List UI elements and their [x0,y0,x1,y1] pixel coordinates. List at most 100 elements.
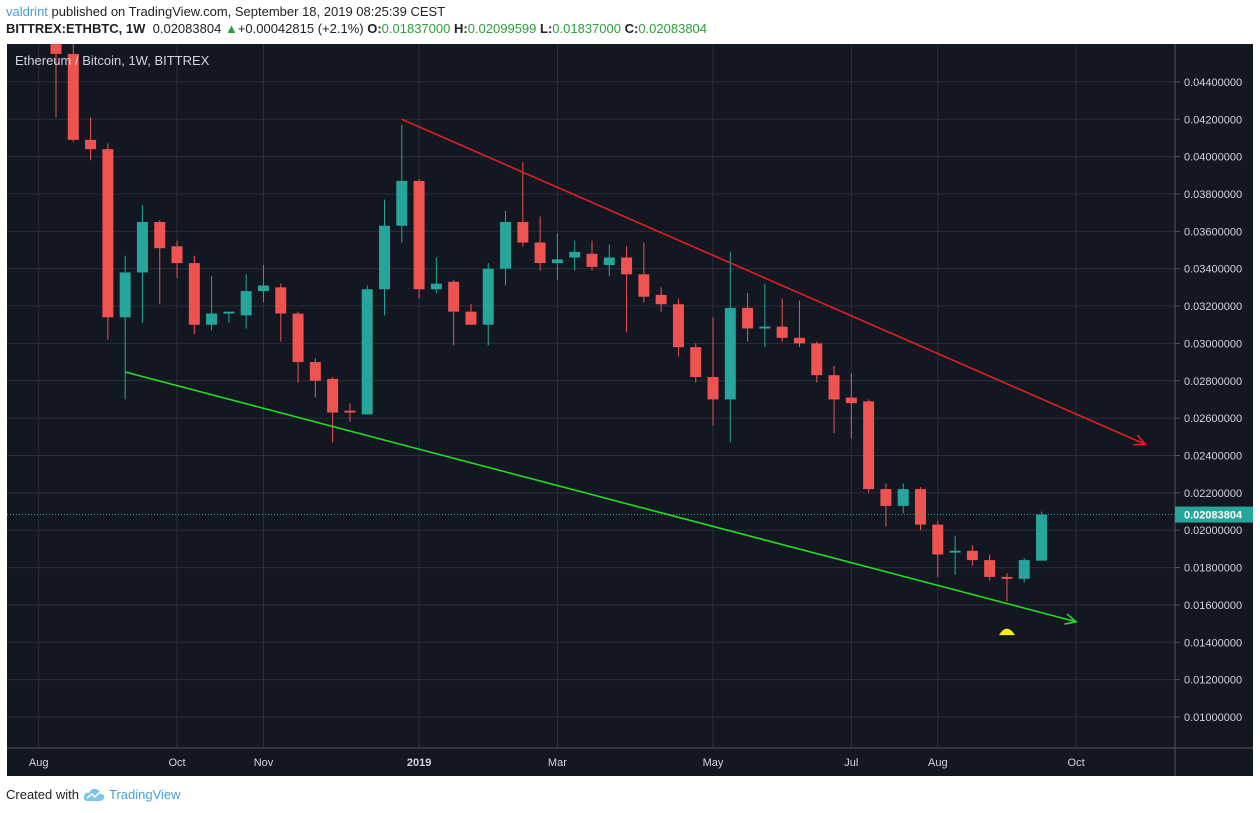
created-with-text: Created with [6,787,79,802]
candle[interactable] [655,287,667,312]
candle[interactable] [154,220,166,305]
candle-body [292,313,304,363]
candle-body [275,287,287,314]
candle[interactable] [292,311,304,383]
candle[interactable] [344,403,356,422]
candle-body [690,347,702,378]
candle[interactable] [379,199,391,316]
candle[interactable] [932,520,944,577]
candle[interactable] [828,365,840,434]
candle[interactable] [672,298,684,357]
x-tick-label: Aug [928,757,948,769]
candle[interactable] [897,483,909,514]
candle[interactable] [327,377,339,443]
candle[interactable] [85,117,97,161]
grid [7,44,1175,748]
candle[interactable] [136,205,148,323]
x-tick-label: Aug [29,757,49,769]
up-triangle-icon: ▲ [224,21,238,36]
published-text: published on TradingView.com, September … [51,4,446,19]
y-tick-label: 0.03600000 [1184,226,1242,238]
y-tick-label: 0.04000000 [1184,152,1242,164]
candle[interactable] [984,554,996,581]
current-price-label: 0.02083804 [1184,510,1243,522]
tradingview-link[interactable]: TradingView [108,787,181,802]
x-tick-label: Jul [844,757,858,769]
candle-body [534,242,546,264]
candle[interactable] [534,216,546,271]
candle[interactable] [102,143,114,340]
candle[interactable] [603,244,615,277]
last-price: 0.02083804 [152,21,222,36]
candle[interactable] [257,264,269,303]
candle[interactable] [465,304,477,325]
candle[interactable] [240,274,252,329]
resistance-trendline[interactable] [401,118,1147,446]
candle[interactable] [67,44,79,142]
candle[interactable] [845,373,857,439]
candle[interactable] [863,399,875,493]
high-label: H: [453,21,468,36]
trendline [124,371,1077,623]
support-trendline[interactable] [124,371,1078,625]
candle-body [396,180,408,226]
candle[interactable] [171,240,183,279]
candle[interactable] [880,483,892,527]
candle[interactable] [119,255,131,400]
candle[interactable] [724,251,736,443]
candle[interactable] [551,233,563,280]
candle[interactable] [776,298,788,342]
candle[interactable] [448,279,460,346]
candle[interactable] [275,283,287,342]
candle-body [793,337,805,344]
candle[interactable] [621,246,633,333]
candle[interactable] [430,257,442,293]
y-tick-label: 0.02800000 [1184,376,1242,388]
candle[interactable] [638,242,650,303]
candle[interactable] [690,343,702,383]
time-axis[interactable]: Aug Oct Nov 2019 Mar May Jul Aug Oct [29,757,1085,769]
candle[interactable] [966,545,978,566]
candle-body [880,489,892,506]
candle-body [119,272,131,318]
y-tick-label: 0.01400000 [1184,637,1242,649]
y-tick-label: 0.01800000 [1184,563,1242,575]
current-price-badge [1175,506,1253,523]
candle[interactable] [50,44,62,118]
candle[interactable] [223,311,235,323]
candle[interactable] [500,210,512,286]
candle[interactable] [396,124,408,243]
candle[interactable] [1036,511,1048,561]
candle[interactable] [482,263,494,346]
publish-info: valdrint published on TradingView.com, S… [6,4,445,19]
candle-body [67,53,79,140]
candle[interactable] [1001,573,1013,602]
candlestick-chart[interactable]: 0.01000000 0.01200000 0.01400000 0.01600000… [7,44,1253,776]
candle[interactable] [517,162,529,247]
y-tick-label: 0.04200000 [1184,114,1242,126]
candle-body [638,274,650,297]
candle[interactable] [309,358,321,398]
candle[interactable] [759,283,771,348]
candle[interactable] [586,240,598,271]
candle[interactable] [188,255,200,335]
candle[interactable] [361,285,373,415]
candle-body [327,378,339,413]
candle[interactable] [811,341,823,383]
candle[interactable] [707,317,719,426]
candle[interactable] [793,300,805,348]
candle-body [586,253,598,267]
price-axis[interactable]: 0.01000000 0.01200000 0.01400000 0.01600000… [1175,77,1253,724]
candle[interactable] [206,276,218,331]
high-value: 0.02099599 [467,21,537,36]
candle[interactable] [413,179,425,299]
y-tick-label: 0.02400000 [1184,450,1242,462]
candle-body [379,225,391,290]
x-tick-label: Mar [548,757,567,769]
candle[interactable] [1018,558,1030,583]
candle[interactable] [569,240,581,271]
candle[interactable] [742,292,754,342]
candle[interactable] [915,487,926,531]
author-link[interactable]: valdrint [6,4,48,19]
candle[interactable] [949,535,961,576]
